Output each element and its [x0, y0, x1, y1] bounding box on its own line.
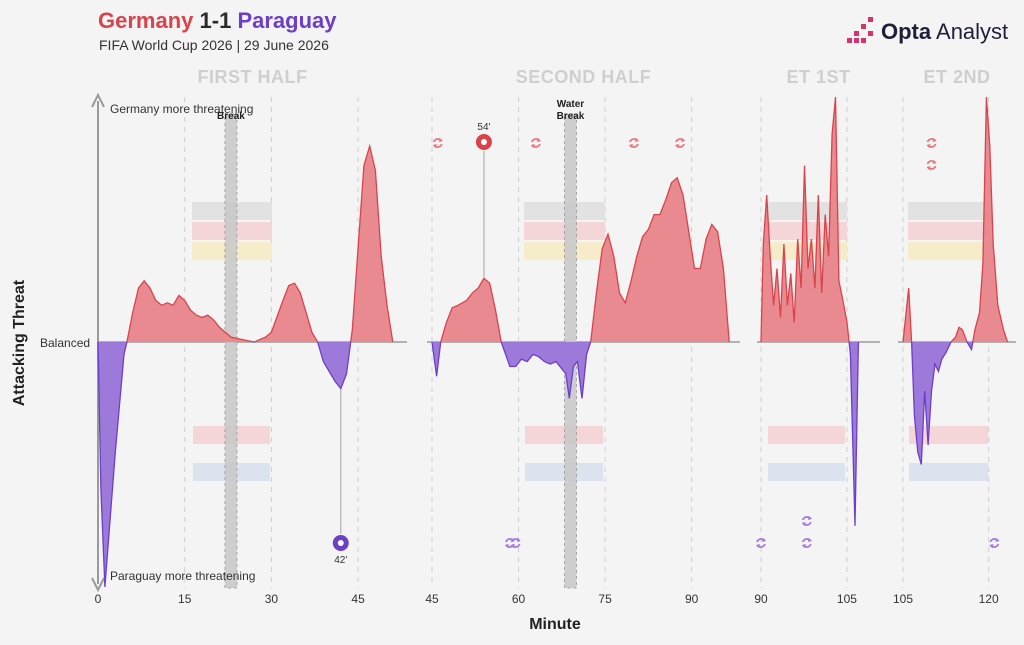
legend-band — [768, 463, 845, 481]
x-tick-label: 90 — [754, 592, 768, 606]
substitution-icon — [801, 538, 812, 548]
chart-title: Germany 1-1 Paraguay — [98, 8, 337, 34]
home-threat-area — [432, 177, 730, 342]
legend-band — [909, 463, 988, 481]
score: 1-1 — [199, 8, 232, 33]
drinks-break-label: Break — [217, 111, 245, 122]
substitution-icon — [926, 138, 937, 148]
x-tick-label: 45 — [351, 592, 365, 606]
substitution-icon — [801, 516, 812, 526]
brand-name-bold: Opta — [881, 19, 932, 44]
substitution-icon — [989, 538, 1000, 548]
x-tick-label: 90 — [685, 592, 699, 606]
brand-name-rest: Analyst — [931, 19, 1009, 44]
substitution-icon — [675, 138, 686, 148]
substitution-icon — [756, 538, 766, 548]
x-tick-label: 75 — [598, 592, 612, 606]
away-team-name: Paraguay — [237, 8, 337, 33]
away-threat-area — [903, 342, 1008, 465]
x-tick-label: 105 — [893, 592, 913, 606]
away-threat-line — [97, 342, 393, 588]
period-title: SECOND HALF — [516, 67, 652, 87]
y-axis-label: Attacking Threat — [11, 279, 28, 406]
away-threat-line — [903, 342, 1008, 465]
y-annotation-top: Germany more threatening — [110, 102, 253, 116]
x-axis-label: Minute — [529, 616, 581, 633]
home-threat-line — [432, 176, 730, 342]
goal-ball-patch — [480, 139, 487, 145]
y-axis-arrow-up — [91, 92, 105, 108]
drinks-break-label: Water — [557, 99, 585, 110]
home-threat-area — [98, 146, 393, 342]
x-tick-label: 120 — [979, 592, 999, 606]
substitution-icon — [628, 138, 639, 148]
x-tick-label: 105 — [837, 592, 857, 606]
period-title: ET 1ST — [786, 67, 850, 87]
substitution-icon — [510, 538, 521, 548]
substitution-icon — [926, 160, 937, 170]
drinks-break-band — [224, 113, 238, 589]
home-threat-line — [902, 96, 1009, 342]
home-threat-line — [760, 96, 859, 342]
x-tick-label: 0 — [95, 592, 102, 606]
home-team-name: Germany — [98, 8, 194, 33]
chart-subtitle: FIFA World Cup 2026 | 29 June 2026 — [99, 37, 329, 53]
goal-ball-patch — [337, 540, 344, 546]
home-threat-area — [761, 97, 859, 342]
period-title: FIRST HALF — [198, 67, 308, 87]
period-title: ET 2ND — [923, 67, 990, 87]
x-tick-label: 30 — [265, 592, 279, 606]
legend-band — [908, 242, 990, 260]
opta-logo-icon — [847, 17, 873, 43]
goal-minute-label: 42' — [334, 555, 347, 566]
goal-minute-label: 54' — [477, 122, 490, 133]
away-threat-line — [431, 342, 730, 399]
y-annotation-balanced: Balanced — [40, 336, 90, 350]
x-tick-label: 60 — [512, 592, 526, 606]
x-tick-label: 15 — [178, 592, 192, 606]
x-tick-label: 45 — [425, 592, 439, 606]
home-threat-area — [903, 97, 1008, 342]
legend-band — [768, 426, 845, 444]
y-annotation-bottom: Paraguay more threatening — [110, 569, 255, 583]
drinks-break-label: Break — [557, 111, 585, 122]
legend-band — [767, 202, 847, 220]
substitution-icon — [432, 138, 443, 148]
legend-band — [908, 202, 990, 220]
substitution-icon — [530, 138, 541, 148]
y-axis-arrow-down — [91, 577, 105, 593]
opta-analyst-logo: Opta Analyst — [845, 16, 1015, 50]
home-threat-line — [98, 143, 394, 342]
legend-band — [908, 222, 990, 240]
